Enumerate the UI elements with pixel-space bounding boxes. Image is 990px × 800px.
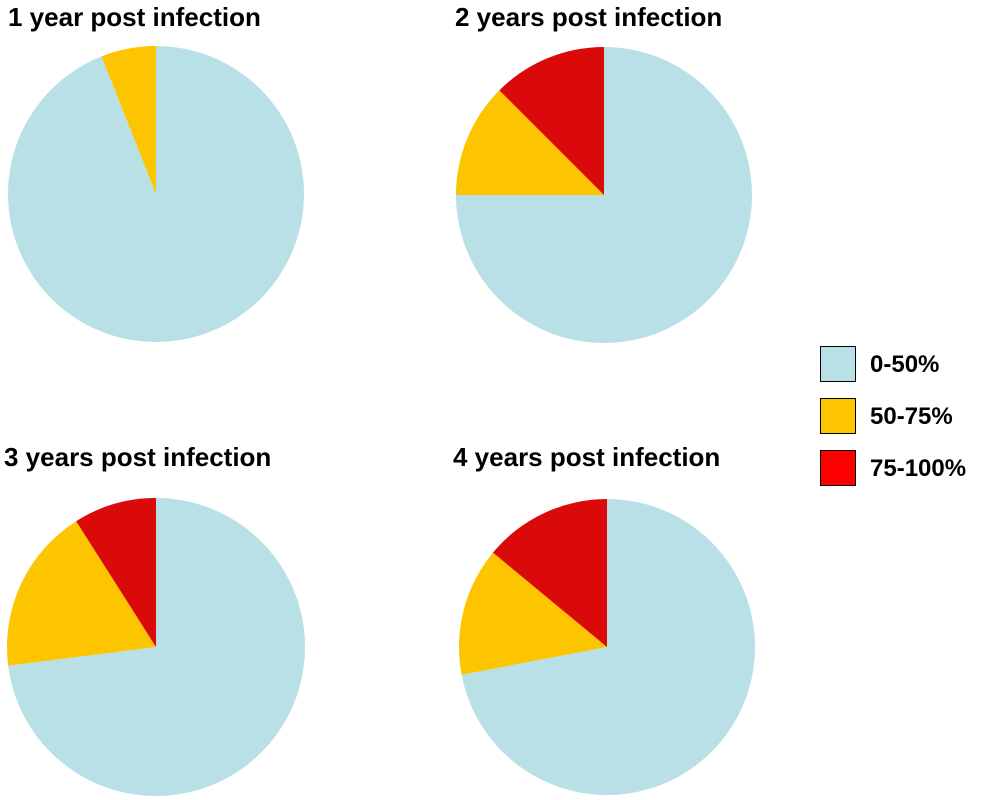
legend-label-50-75: 50-75% <box>870 403 953 430</box>
pie-slice-year-3-50-75 <box>6 521 156 666</box>
pie-chart-year-4 <box>459 499 755 795</box>
pie-title-year-1: 1 year post infection <box>8 2 261 32</box>
pie-title-year-4: 4 years post infection <box>453 442 721 472</box>
pie-slice-year-3-0-50 <box>8 498 306 796</box>
pie-slice-year-4-75-100 <box>492 499 607 647</box>
pie-slice-year-2-50-75 <box>456 90 604 195</box>
pie-slice-year-1-0-50 <box>7 46 304 342</box>
pie-chart-year-2 <box>456 47 752 343</box>
pie-slice-year-2-75-100 <box>499 47 604 195</box>
pie-title-year-3: 3 years post infection <box>4 442 272 472</box>
pie-slice-year-3-75-100 <box>76 498 156 647</box>
legend-swatch-0-50 <box>820 346 856 382</box>
legend-label-0-50: 0-50% <box>870 351 940 378</box>
pie-slice-year-4-50-75 <box>459 552 607 675</box>
pie-slice-year-1-50-75 <box>101 46 156 194</box>
pie-title-year-2: 2 years post infection <box>455 2 723 32</box>
pie-slice-year-4-0-50 <box>461 499 755 795</box>
legend-label-75-100: 75-100% <box>870 455 967 482</box>
legend-swatch-50-75 <box>820 398 856 434</box>
pie-chart-year-1 <box>7 46 304 342</box>
pie-chart-year-3 <box>6 498 306 796</box>
legend-swatch-75-100 <box>820 450 856 486</box>
